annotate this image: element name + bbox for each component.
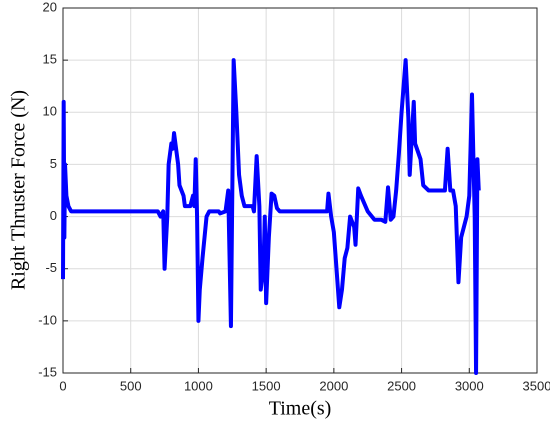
- y-tick-label: 15: [43, 52, 57, 67]
- x-tick-label: 1500: [252, 378, 281, 393]
- x-tick-label: 0: [59, 378, 66, 393]
- plot-frame: [62, 7, 538, 374]
- y-tick-label: 5: [50, 156, 57, 171]
- y-axis-label: Right Thruster Force (N): [8, 90, 30, 290]
- y-tick-label: -10: [38, 312, 57, 327]
- data-line: [61, 58, 481, 375]
- x-tick-label: 3000: [455, 378, 484, 393]
- y-tick-label: 20: [43, 0, 57, 14]
- x-tick-label: 1000: [184, 378, 213, 393]
- y-tick-label: 0: [50, 208, 57, 223]
- x-axis-label: Time(s): [269, 398, 332, 420]
- x-tick-label: 2000: [319, 378, 348, 393]
- y-tick-label: -15: [38, 364, 57, 379]
- y-tick-label: 10: [43, 104, 57, 119]
- y-tick-label: -5: [45, 260, 57, 275]
- x-tick-label: 2500: [387, 378, 416, 393]
- x-tick-label: 3500: [523, 378, 550, 393]
- x-tick-label: 500: [120, 378, 142, 393]
